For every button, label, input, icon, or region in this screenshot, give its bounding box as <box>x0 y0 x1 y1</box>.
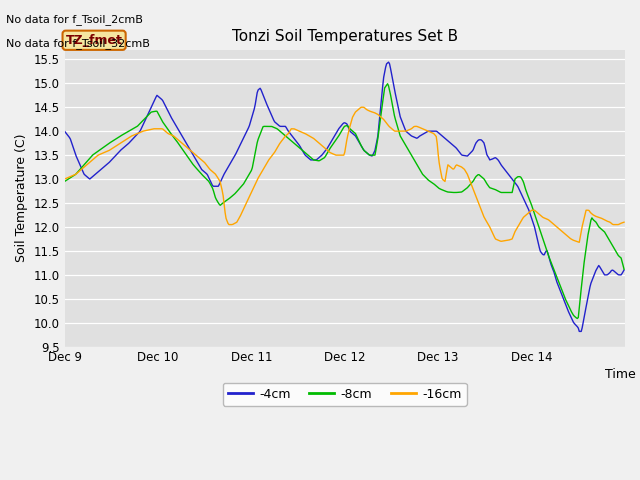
Text: No data for f_Tsoil_2cmB: No data for f_Tsoil_2cmB <box>6 14 143 25</box>
X-axis label: Time: Time <box>605 368 636 381</box>
Text: No data for f_Tsoil_32cmB: No data for f_Tsoil_32cmB <box>6 38 150 49</box>
Text: TZ_fmet: TZ_fmet <box>66 34 122 47</box>
Y-axis label: Soil Temperature (C): Soil Temperature (C) <box>15 134 28 263</box>
Legend: -4cm, -8cm, -16cm: -4cm, -8cm, -16cm <box>223 383 467 406</box>
Title: Tonzi Soil Temperatures Set B: Tonzi Soil Temperatures Set B <box>232 29 458 44</box>
